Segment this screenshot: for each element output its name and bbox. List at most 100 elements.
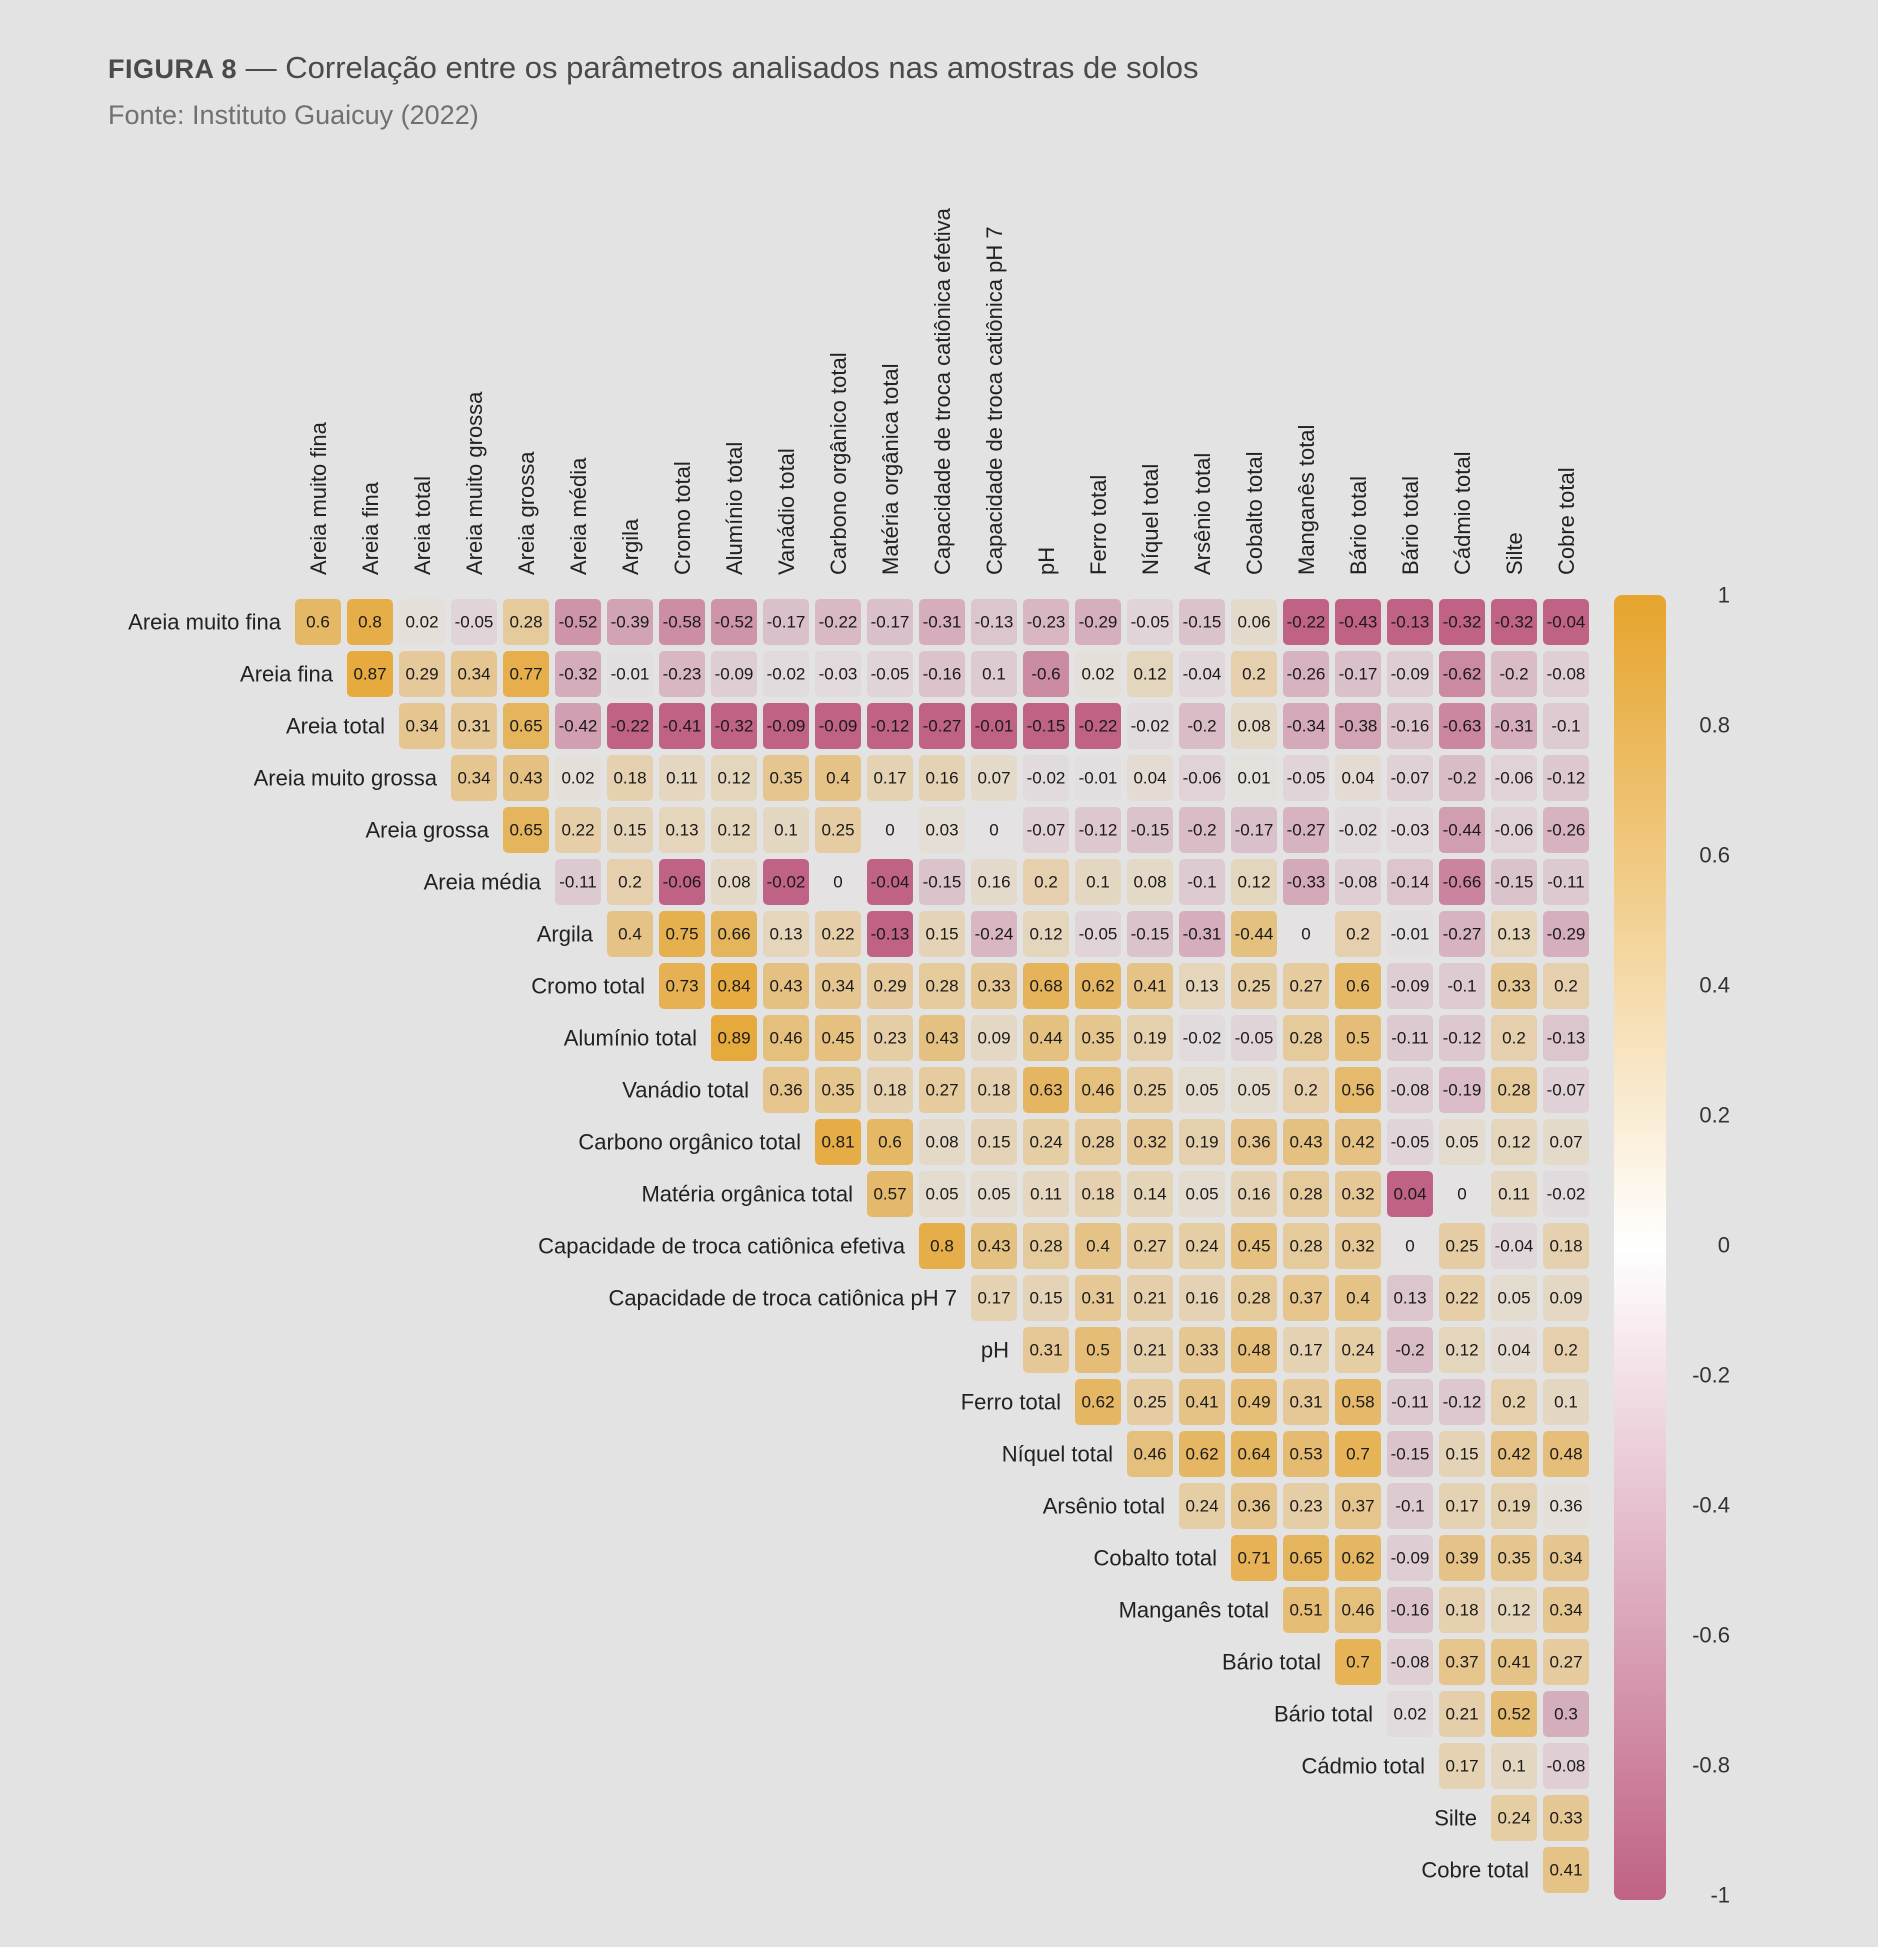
cell-rect [919,963,965,1009]
cell-rect [1283,1327,1329,1373]
cell-value: -0.42 [559,717,598,736]
heatmap-cell: 0.5 [1075,1327,1121,1373]
heatmap-cell: 0.62 [1335,1535,1381,1581]
heatmap-cell: 0.64 [1231,1431,1277,1477]
cell-rect [919,703,965,749]
cell-rect [1023,911,1069,957]
cell-value: -0.16 [1391,1601,1430,1620]
cell-value: 0.05 [925,1185,958,1204]
cell-value: -0.09 [767,717,806,736]
cell-rect [1387,1379,1433,1425]
row-label: Manganês total [1119,1598,1269,1623]
cell-rect [607,807,653,853]
cell-value: 0.28 [1029,1237,1062,1256]
cell-value: 0.42 [1341,1133,1374,1152]
heatmap-cell: -0.19 [1439,1067,1485,1113]
cell-value: 0.25 [1133,1393,1166,1412]
cell-value: 0.25 [1445,1237,1478,1256]
heatmap-cell: 0.05 [1179,1171,1225,1217]
heatmap-cell: 0.25 [1127,1067,1173,1113]
cell-rect [1387,703,1433,749]
cell-rect [1335,1431,1381,1477]
cell-value: 0.05 [1185,1185,1218,1204]
cell-rect [711,703,757,749]
cell-value: 0 [1457,1185,1466,1204]
cell-rect [1179,963,1225,1009]
cell-rect [711,963,757,1009]
cell-value: -0.06 [663,873,702,892]
cell-value: -0.29 [1547,925,1586,944]
cell-value: -0.13 [1391,613,1430,632]
cell-rect [867,651,913,697]
cell-value: 0.7 [1346,1653,1370,1672]
cell-rect [1023,1223,1069,1269]
cell-value: 0.12 [1497,1601,1530,1620]
heatmap-cell: 0.21 [1439,1691,1485,1737]
cell-value: 0.27 [1549,1653,1582,1672]
cell-rect [1023,963,1069,1009]
cell-value: 0.13 [1497,925,1530,944]
heatmap-cell: -0.11 [1543,859,1589,905]
cell-value: 0.5 [1346,1029,1370,1048]
cell-value: 0.24 [1497,1809,1530,1828]
cell-value: 0 [885,821,894,840]
cell-rect [1283,755,1329,801]
cell-value: 0.28 [1289,1237,1322,1256]
colorbar-tick-label: 0.4 [1699,973,1730,998]
heatmap-cell: -0.23 [1023,599,1069,645]
cell-rect [1231,1067,1277,1113]
cell-rect [1491,1431,1537,1477]
heatmap-cell: 0.31 [451,703,497,749]
cell-rect [1439,807,1485,853]
cell-value: -0.15 [1027,717,1066,736]
cell-value: 0.23 [1289,1497,1322,1516]
cell-rect [763,807,809,853]
cell-rect [1283,807,1329,853]
heatmap-cell: 0.43 [503,755,549,801]
cell-value: 0.34 [821,977,854,996]
heatmap-cell: -0.16 [1387,703,1433,749]
cell-rect [1127,911,1173,957]
cell-rect [1335,651,1381,697]
column-label: Manganês total [1294,425,1319,575]
heatmap-cell: -0.09 [763,703,809,749]
cell-value: 0.37 [1445,1653,1478,1672]
heatmap-cell: 0.36 [1231,1483,1277,1529]
cell-value: 0.28 [925,977,958,996]
cell-rect [1283,1379,1329,1425]
cell-rect [867,703,913,749]
cell-rect [1439,1171,1485,1217]
cell-value: 0.41 [1133,977,1166,996]
cell-rect [971,1275,1017,1321]
cell-value: -0.43 [1339,613,1378,632]
cell-rect [763,599,809,645]
heatmap-cell: 0.15 [971,1119,1017,1165]
cell-rect [1543,1535,1589,1581]
cell-value: 0.33 [1185,1341,1218,1360]
cell-value: -0.07 [1547,1081,1586,1100]
heatmap-cell: 0.41 [1543,1847,1589,1893]
heatmap-cell: -0.22 [607,703,653,749]
heatmap-cell: 0.03 [919,807,965,853]
heatmap-cell: -0.12 [1543,755,1589,801]
row-label: Carbono orgânico total [578,1130,801,1155]
cell-value: 0.18 [873,1081,906,1100]
cell-value: 0.25 [1237,977,1270,996]
row-label: Capacidade de troca catiônica pH 7 [608,1286,957,1311]
heatmap-cell: 0.87 [347,651,393,697]
heatmap-cell: 0.1 [1491,1743,1537,1789]
heatmap-cell: 0.17 [971,1275,1017,1321]
cell-rect [867,1171,913,1217]
cell-value: 0.62 [1081,977,1114,996]
heatmap-cell: -0.13 [971,599,1017,645]
heatmap-cell: -0.11 [555,859,601,905]
cell-rect [1543,1639,1589,1685]
heatmap-cell: 0.25 [1231,963,1277,1009]
cell-rect [1127,1379,1173,1425]
cell-rect [1231,807,1277,853]
cell-value: 0.42 [1497,1445,1530,1464]
cell-value: 0.51 [1289,1601,1322,1620]
cell-rect [1127,703,1173,749]
cell-value: 0.19 [1133,1029,1166,1048]
heatmap-cell: 0.42 [1335,1119,1381,1165]
